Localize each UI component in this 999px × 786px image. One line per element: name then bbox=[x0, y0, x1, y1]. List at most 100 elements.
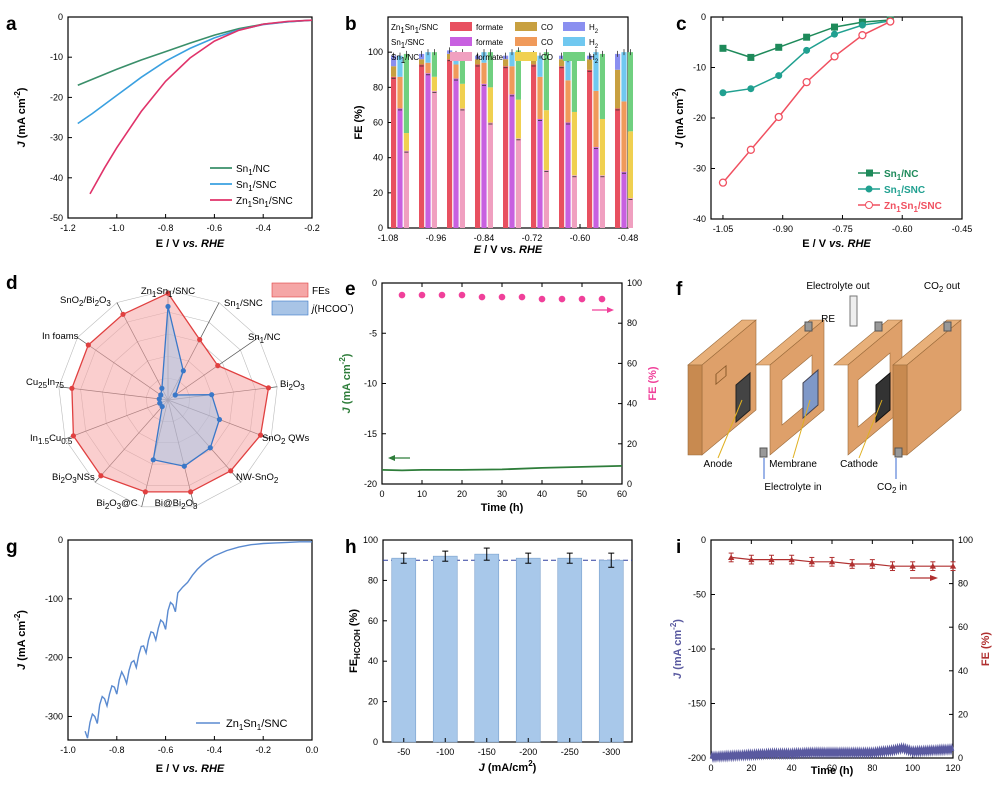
fe-point bbox=[478, 293, 486, 301]
y-tick-label: 60 bbox=[373, 118, 383, 128]
text-span: SnO bbox=[60, 295, 79, 306]
legend-marker bbox=[866, 169, 873, 177]
legend-label: formate bbox=[476, 23, 504, 32]
text-span: J bbox=[16, 140, 28, 147]
legend-catalyst-label: Sn1​/SNC bbox=[391, 38, 425, 50]
radar-point bbox=[181, 463, 187, 469]
x-tick-label: 0 bbox=[379, 489, 384, 499]
bar-segment bbox=[481, 52, 487, 63]
text-span: (mA cm bbox=[674, 99, 686, 142]
bar-segment bbox=[565, 122, 571, 228]
x-tick-label: -0.48 bbox=[618, 233, 639, 243]
y-axis-label: J (mA cm-2​) bbox=[13, 87, 28, 147]
text-span: 2 bbox=[939, 285, 944, 294]
x-axis-label: E / V vs. RHE bbox=[802, 238, 871, 250]
radar-point bbox=[265, 385, 272, 391]
text-span: 1 bbox=[401, 41, 406, 50]
x-tick-label: -1.08 bbox=[378, 233, 399, 243]
pointer-line bbox=[717, 399, 743, 459]
text-span: O bbox=[293, 379, 300, 390]
text-span: O bbox=[186, 498, 193, 509]
legend-swatch bbox=[563, 22, 585, 31]
radar-point bbox=[257, 432, 264, 438]
x-tick-label: 100 bbox=[905, 763, 920, 773]
fe-point bbox=[598, 295, 606, 303]
data-marker bbox=[830, 52, 839, 61]
text-span: CO bbox=[924, 281, 939, 292]
membrane bbox=[802, 368, 819, 420]
data-marker bbox=[858, 21, 866, 29]
text-span: O bbox=[99, 295, 106, 306]
y-tick-label: 0 bbox=[373, 737, 378, 747]
bar-segment bbox=[515, 99, 521, 139]
line-series bbox=[89, 19, 313, 195]
text-span: 2 bbox=[274, 476, 279, 485]
x-tick-label: -1.2 bbox=[60, 223, 76, 233]
x-tick-label: -0.8 bbox=[109, 745, 125, 755]
y-tick-label: -40 bbox=[693, 214, 706, 224]
text-span: Sn bbox=[243, 718, 256, 730]
legend-marker bbox=[865, 185, 873, 193]
text-span: -2 bbox=[13, 613, 22, 621]
text-span: ) bbox=[672, 619, 684, 623]
panel-letter: g bbox=[6, 537, 18, 558]
x-tick-label: -0.96 bbox=[426, 233, 447, 243]
radar-label: Bi2​O3​@C bbox=[96, 498, 137, 511]
reference-electrode bbox=[849, 295, 858, 327]
data-marker bbox=[774, 112, 783, 122]
text-span: In bbox=[30, 433, 38, 444]
x-tick-label: -0.72 bbox=[522, 233, 543, 243]
end-plate-side bbox=[687, 364, 703, 456]
text-span: 25 bbox=[38, 381, 47, 390]
legend-swatch bbox=[271, 282, 309, 298]
text-span: /SNC bbox=[405, 38, 424, 47]
text-span: Cu bbox=[49, 433, 61, 444]
legend-swatch bbox=[450, 37, 472, 46]
panel-letter: c bbox=[676, 14, 687, 35]
x-tick-label: -0.60 bbox=[570, 233, 591, 243]
y-tick-label: -100 bbox=[45, 594, 63, 604]
bar-segment bbox=[627, 198, 633, 228]
text-span: J bbox=[479, 762, 486, 774]
radar-label: NW-SnO2​ bbox=[236, 472, 279, 485]
text-span: 1 bbox=[239, 723, 244, 732]
label-membrane: Membrane bbox=[769, 459, 817, 470]
bar bbox=[391, 557, 417, 743]
line-series bbox=[722, 20, 891, 184]
text-span: 0.5 bbox=[61, 437, 73, 446]
label-electrolyte-out: Electrolyte out bbox=[806, 281, 870, 292]
text-span: Zn bbox=[226, 718, 239, 730]
legend-label: CO bbox=[541, 23, 553, 32]
y-tick-label: -5 bbox=[369, 328, 377, 338]
fe-point bbox=[768, 556, 775, 563]
text-span: /SNC bbox=[901, 185, 925, 196]
text-span: 2 bbox=[288, 383, 293, 392]
bar-segment bbox=[459, 52, 465, 84]
text-span: 1 bbox=[168, 290, 173, 299]
bar-segment bbox=[615, 53, 621, 70]
radar-label: SnO2​/Bi2​O3​ bbox=[60, 295, 111, 308]
bar-segment bbox=[431, 90, 437, 228]
radar-point bbox=[228, 468, 234, 474]
data-marker bbox=[831, 30, 839, 38]
bar-segment bbox=[453, 64, 459, 79]
text-span: Bi bbox=[280, 379, 288, 390]
text-span: Sn bbox=[405, 23, 415, 32]
bar-segment bbox=[627, 131, 633, 199]
radar-point bbox=[207, 445, 213, 451]
fe-point bbox=[848, 560, 856, 567]
y-axis-label: J (mA cm-2​) bbox=[671, 88, 686, 148]
bar-segment bbox=[459, 108, 465, 228]
x-tick-label: -0.90 bbox=[772, 224, 793, 234]
legend-label: Zn1​Sn1​/SNC bbox=[226, 718, 288, 732]
text-span: ) bbox=[674, 88, 686, 92]
text-span: Sn bbox=[248, 332, 260, 343]
y-tick-label: -50 bbox=[50, 213, 63, 223]
x-tick-label: -200 bbox=[519, 747, 537, 757]
radar-label: Bi@Bi2​O3​ bbox=[155, 498, 198, 511]
fe-point bbox=[828, 558, 836, 565]
text-span: /SNC bbox=[240, 298, 263, 309]
x-axis-label: Time (h) bbox=[481, 502, 524, 514]
radar-point bbox=[188, 489, 194, 495]
text-span: out bbox=[943, 281, 960, 292]
